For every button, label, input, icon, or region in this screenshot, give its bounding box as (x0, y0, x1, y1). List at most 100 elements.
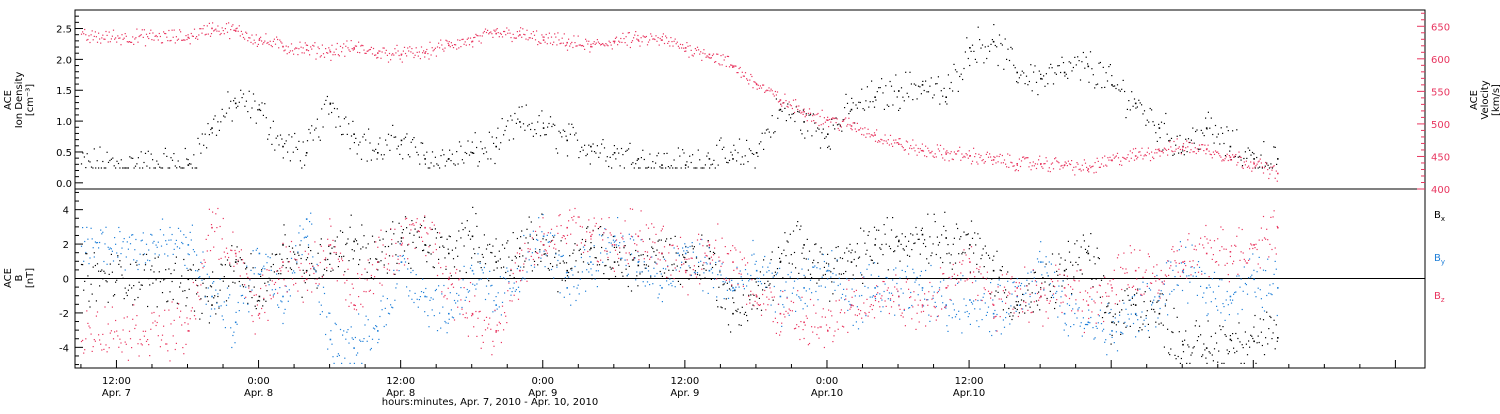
bz-series-point (595, 226, 596, 227)
by-series-point (1201, 271, 1202, 272)
velocity-series-point (257, 46, 258, 47)
bx-series-point (294, 254, 295, 255)
velocity-series-point (317, 53, 318, 54)
density-series-data-point (211, 127, 213, 129)
velocity-series-point (1217, 152, 1218, 153)
density-series-point (234, 98, 235, 99)
velocity-series-point (514, 37, 515, 38)
velocity-series-point (101, 37, 102, 38)
density-series-point (834, 128, 835, 129)
bx-series-point (687, 252, 688, 253)
velocity-series-point (177, 40, 178, 41)
density-series-point (548, 123, 549, 124)
velocity-series-point (311, 49, 312, 50)
by-series-point (669, 278, 670, 279)
by-series-point (823, 254, 824, 255)
by-series-point (872, 297, 873, 298)
bx-series-point (804, 258, 805, 259)
by-series-point (463, 279, 464, 280)
velocity-series-point (1097, 158, 1098, 159)
velocity-series-point (1176, 149, 1177, 150)
bx-series-point (453, 258, 454, 259)
density-series-point (170, 157, 171, 158)
by-series-point (137, 269, 138, 270)
by-series-point (1243, 291, 1244, 292)
density-series-point (229, 108, 230, 109)
density-series-point (692, 154, 693, 155)
density-series-point (1171, 138, 1172, 139)
by-series-point (1099, 315, 1100, 316)
density-series-point (1259, 167, 1260, 168)
bx-series-point (98, 271, 99, 272)
by-series-point (698, 262, 699, 263)
bx-series-point (198, 269, 199, 270)
velocity-series-point (216, 31, 217, 32)
by-series-point (355, 337, 356, 338)
by-series-point (1104, 342, 1105, 343)
density-series-point (844, 107, 845, 108)
density-series-point (811, 135, 812, 136)
bx-series-point (463, 229, 464, 230)
by-series-point (709, 247, 710, 248)
bz-series-point (368, 260, 369, 261)
bz-series-point (257, 304, 258, 305)
velocity-series-point (850, 128, 851, 129)
bx-series-point (996, 251, 997, 252)
by-series-point (998, 284, 999, 285)
by-series-point (156, 245, 157, 246)
bx-series-point (526, 229, 527, 230)
velocity-series-point (95, 31, 96, 32)
bx-series-point (1268, 328, 1269, 329)
bx-series-point (1167, 329, 1168, 330)
density-series-point (1114, 85, 1115, 86)
by-series-point (1114, 342, 1115, 343)
density-series-point (325, 100, 326, 101)
by-series-point (234, 342, 235, 343)
bx-series-point (438, 259, 439, 260)
bz-series-point (469, 301, 470, 302)
bx-series-point (324, 269, 325, 270)
density-series-point (1115, 88, 1116, 89)
bx-series-point (123, 278, 124, 279)
velocity-series-point (288, 46, 289, 47)
by-series-point (434, 315, 435, 316)
by-series-point (313, 267, 314, 268)
bx-series-point (1057, 275, 1058, 276)
density-series-point (557, 153, 558, 154)
bz-series-point (343, 274, 344, 275)
velocity-series-point (1012, 166, 1013, 167)
bz-series-point (486, 317, 487, 318)
bx-series-point (1088, 246, 1089, 247)
velocity-series-point (1005, 164, 1006, 165)
bx-series-point (388, 246, 389, 247)
bx-series-point (587, 226, 588, 227)
velocity-series-point (982, 160, 983, 161)
bz-series-point (452, 283, 453, 284)
bz-series-point (369, 291, 370, 292)
velocity-series-point (604, 45, 605, 46)
bx-series-point (950, 262, 951, 263)
bx-series-point (130, 264, 131, 265)
bz-series-point (324, 259, 325, 260)
bz-series-point (220, 226, 221, 227)
bx-series-point (949, 253, 950, 254)
by-series-point (663, 268, 664, 269)
bx-series-point (774, 275, 775, 276)
bx-series-point (481, 267, 482, 268)
bz-series-point (153, 312, 154, 313)
by-series-data-point (282, 296, 284, 298)
bx-series-point (413, 235, 414, 236)
bx-series-point (985, 246, 986, 247)
by-series-point (1128, 314, 1129, 315)
bx-series-point (806, 258, 807, 259)
bx-series-point (617, 261, 618, 262)
density-series-point (1175, 145, 1176, 146)
by-series-point (229, 294, 230, 295)
bx-series-point (666, 238, 667, 239)
bz-series-point (305, 251, 306, 252)
bx-series-point (938, 244, 939, 245)
by-series-point (370, 349, 371, 350)
velocity-series-point (265, 33, 266, 34)
bx-series-point (1180, 363, 1181, 364)
bx-series-point (1033, 311, 1034, 312)
